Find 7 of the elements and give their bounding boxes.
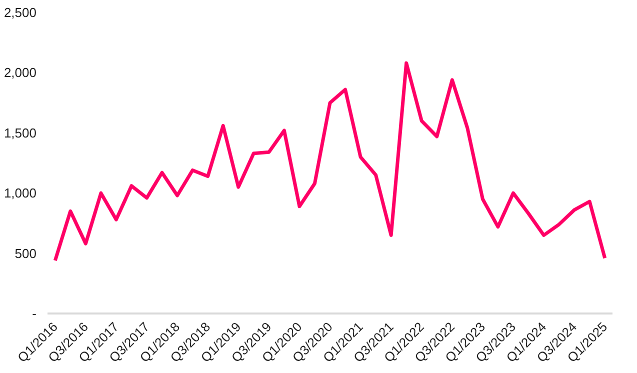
line-series bbox=[53, 61, 607, 262]
y-tick-label: - bbox=[32, 306, 37, 321]
y-tick-label: 500 bbox=[14, 246, 37, 261]
y-tick-label: 1,500 bbox=[4, 125, 37, 140]
y-tick-label: 2,000 bbox=[4, 65, 37, 80]
y-tick-label: 2,500 bbox=[4, 5, 37, 20]
y-tick-label: 1,000 bbox=[4, 186, 37, 201]
